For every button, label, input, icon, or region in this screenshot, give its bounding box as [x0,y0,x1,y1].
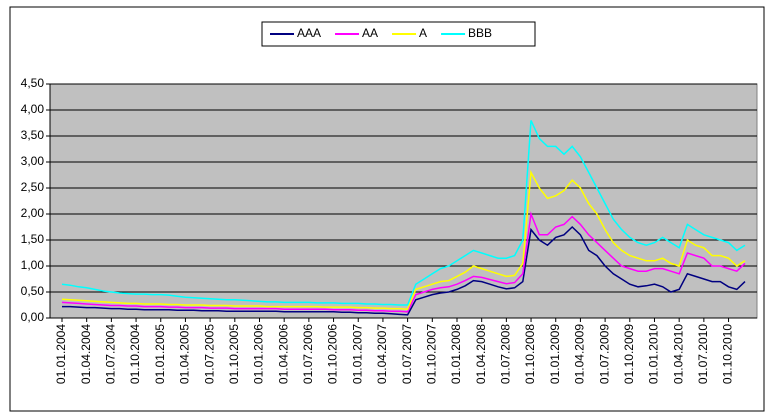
x-tick-label: 01.01.2010 [647,324,661,384]
x-tick-label: 01.04.2009 [573,324,587,384]
y-tick-label: 3,50 [21,128,45,142]
x-tick-label: 01.01.2008 [449,324,463,384]
series-line [62,225,746,316]
series-line [61,169,746,310]
x-tick-label: 01.10.2010 [721,324,735,384]
x-tick-label: 01.07.2006 [301,324,315,384]
legend: AAA AA A BBB [261,21,536,47]
legend-label: AAA [297,26,321,40]
x-tick-label: 01.04.2006 [276,324,290,384]
x-tick-label: 01.07.2007 [400,324,414,384]
y-tick-label: 2,00 [21,206,45,220]
y-tick-label: 4,00 [21,102,45,116]
x-tick-label: 01.07.2010 [696,324,710,384]
series-line [61,211,746,313]
x-tick-label: 01.10.2009 [622,324,636,384]
x-tick-label: 01.07.2008 [499,324,513,384]
y-tick-label: 1,50 [21,232,45,246]
y-tick-label: 4,50 [21,76,45,90]
y-tick-label: 3,00 [21,154,45,168]
x-tick-label: 01.10.2004 [128,324,142,384]
x-tick-label: 01.10.2006 [326,324,340,384]
x-tick-label: 01.10.2008 [523,324,537,384]
x-tick-label: 01.01.2004 [54,324,68,384]
x-tick-label: 01.04.2010 [671,324,685,384]
x-tick-label: 01.01.2006 [252,324,266,384]
x-tick-label: 01.07.2009 [597,324,611,384]
x-tick-label: 01.01.2009 [548,324,562,384]
legend-label: BBB [468,26,492,40]
series-line [61,120,746,306]
x-tick-label: 01.10.2007 [424,324,438,384]
x-tick-label: 01.01.2005 [153,324,167,384]
x-tick-label: 01.04.2005 [178,324,192,384]
legend-label: A [419,26,427,40]
y-tick-label: 2,50 [21,180,45,194]
legend-label: AA [362,26,378,40]
y-tick-label: 0,50 [21,284,45,298]
x-tick-label: 01.04.2008 [474,324,488,384]
x-tick-label: 01.07.2004 [104,324,118,384]
x-tick-label: 01.04.2007 [375,324,389,384]
x-tick-label: 01.10.2005 [227,324,241,384]
plot-area [49,83,758,319]
y-tick-label: 0,00 [21,310,45,324]
y-tick-label: 1,00 [21,258,45,272]
x-tick-label: 01.07.2005 [202,324,216,384]
x-tick-label: 01.01.2007 [350,324,364,384]
x-tick-label: 01.04.2004 [79,324,93,384]
